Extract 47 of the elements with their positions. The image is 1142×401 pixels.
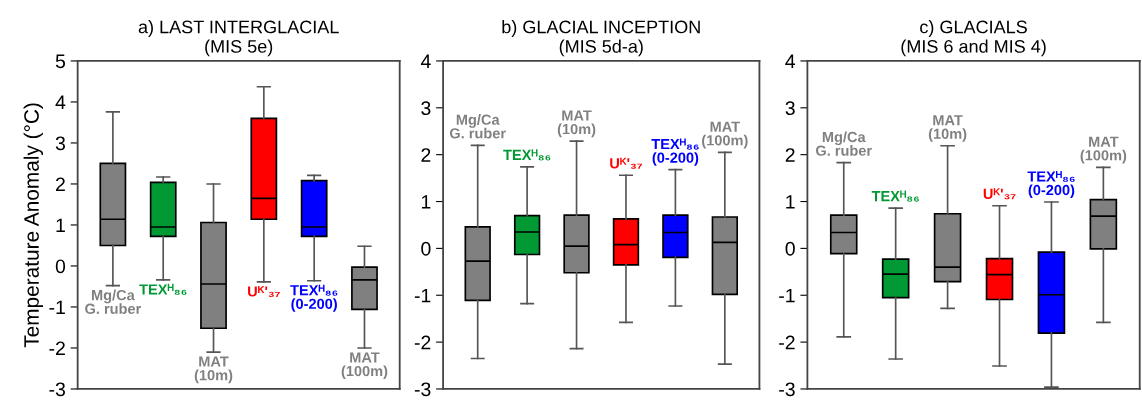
category-label: TEXᴴ₈₆ [503,149,551,161]
y-tick-label: 2 [785,148,795,162]
y-tick-label: 5 [55,54,66,69]
category-label: MAT (100m) [341,352,388,380]
category-label: Uᴷ'₃₇ [983,188,1016,200]
y-tick-label: 3 [55,136,65,151]
y-tick-label: 2 [56,177,65,191]
y-tick-label: -1 [779,288,795,303]
y-tick-label: 1 [56,218,65,233]
y-tick-label: 0 [421,241,431,256]
y-axis-title: Temperature Anomaly (°C) [23,103,44,348]
category-label: MAT (10m) [557,110,596,138]
category-label: MAT (100m) [702,121,748,149]
category-label: Uᴷ'₃₇ [610,157,643,169]
y-tick-label: 3 [785,101,795,116]
category-label: Mg/Ca G. ruber [449,114,506,139]
y-tick-label: -2 [414,335,431,350]
y-tick-label: 2 [421,148,431,162]
category-label: Uᴷ'₃₇ [248,285,280,297]
category-label: MAT (10m) [928,115,967,142]
chart-title: b) GLACIAL INCEPTION (MIS 5d-a) [502,20,700,57]
chart-title: a) LAST INTERGLACIAL (MIS 5e) [138,20,339,57]
y-tick-label: 4 [55,95,66,109]
y-tick-label: -1 [414,288,431,303]
category-label: TEXᴴ₈₆ (0-200) [1027,170,1075,199]
y-tick-label: 4 [785,54,796,68]
y-tick-label: -3 [49,382,65,397]
y-tick-label: 0 [785,241,795,256]
category-label: Mg/Ca G. ruber [85,289,142,314]
category-label: TEXᴴ₈₆ [871,190,919,202]
category-label: TEXᴴ₈₆ [139,283,187,295]
y-tick-label: 0 [55,259,66,274]
y-tick-label: -3 [779,382,795,397]
chart-title: c) GLACIALS (MIS 6 and MIS 4) [901,20,1046,57]
y-tick-label: -2 [779,335,795,350]
category-label: TEXᴴ₈₆ (0-200) [651,138,699,166]
y-tick-label: -3 [414,382,431,397]
y-tick-label: 1 [786,195,795,209]
y-tick-label: 3 [421,101,431,116]
y-tick-label: -2 [49,341,65,356]
y-tick-label: 4 [420,54,431,68]
y-tick-label: 1 [421,195,431,209]
category-label: MAT (10m) [194,356,233,384]
y-tick-label: -1 [49,300,65,315]
category-label: MAT (100m) [1080,136,1127,164]
category-label: Mg/Ca G. ruber [815,131,872,156]
category-label: TEXᴴ₈₆ (0-200) [290,284,338,312]
